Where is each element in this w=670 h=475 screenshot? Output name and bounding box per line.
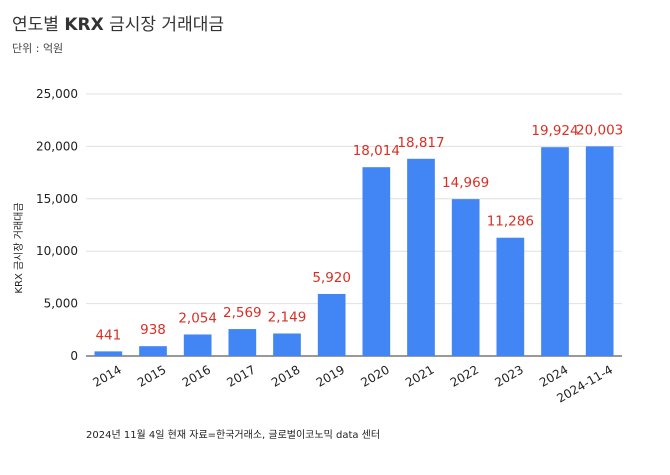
bar-2016	[183, 334, 212, 356]
data-label: 20,003	[576, 122, 623, 138]
bar-2014	[94, 351, 123, 356]
x-tick-label: 2014	[90, 362, 123, 389]
x-axis-ticks: 2014 2015 2016 2017 2018 2019 2020 2021 2022 2023…	[90, 362, 615, 405]
x-tick-label: 2015	[135, 362, 168, 389]
x-tick-label: 2016	[180, 362, 213, 389]
x-tick-label: 2020	[358, 362, 391, 389]
bar-2022	[451, 199, 480, 356]
bar-2015	[139, 346, 167, 356]
y-tick-label: 20,000	[36, 139, 78, 153]
bar-2024-11-4	[585, 146, 614, 356]
x-tick-label: 2024	[537, 362, 570, 389]
x-tick-label: 2018	[269, 362, 302, 389]
title-prefix: 연도별	[12, 15, 65, 35]
data-label: 19,924	[531, 123, 578, 139]
title-krx: KRX	[64, 15, 104, 35]
data-label: 11,286	[487, 214, 534, 230]
y-axis-label: KRX 금시장 거래대금	[13, 202, 25, 293]
y-tick-label: 5,000	[44, 297, 78, 311]
bar-2023	[496, 237, 525, 356]
bar-2019	[317, 293, 346, 356]
y-tick-label: 15,000	[36, 192, 78, 206]
bar-2021	[407, 158, 435, 356]
data-label: 938	[140, 322, 166, 338]
unit-label: 단위 : 억원	[12, 42, 64, 55]
y-axis-ticks: 0 5,000 10,000 15,000 20,000 25,000	[36, 87, 78, 363]
chart-title: 연도별 KRX 금시장 거래대금	[12, 10, 224, 35]
x-tick-label: 2017	[224, 362, 257, 389]
bar-2024	[541, 147, 569, 356]
y-tick-label: 25,000	[36, 87, 78, 101]
data-label: 14,969	[442, 175, 489, 191]
data-label: 5,920	[312, 270, 351, 286]
y-tick-label: 0	[70, 349, 78, 363]
x-tick-label: 2022	[448, 362, 481, 389]
data-label: 18,014	[353, 143, 400, 159]
x-tick-label: 2021	[403, 362, 436, 389]
bars	[94, 146, 614, 356]
bar-2018	[273, 333, 301, 356]
data-label: 2,054	[178, 310, 217, 326]
y-tick-label: 10,000	[36, 244, 78, 258]
footer-note: 2024년 11월 4일 현재 자료=한국거래소, 글로벌이코노믹 data 센…	[86, 430, 381, 441]
bar-2020	[362, 167, 391, 356]
title-suffix: 금시장 거래대금	[103, 15, 224, 35]
data-label: 2,149	[268, 309, 307, 325]
x-tick-label: 2019	[314, 362, 347, 389]
bar-2017	[228, 329, 257, 356]
x-tick-label: 2023	[492, 362, 525, 389]
gridlines	[86, 93, 622, 357]
data-label: 18,817	[397, 135, 444, 151]
data-label: 2,569	[223, 305, 262, 321]
data-label: 441	[95, 327, 121, 343]
